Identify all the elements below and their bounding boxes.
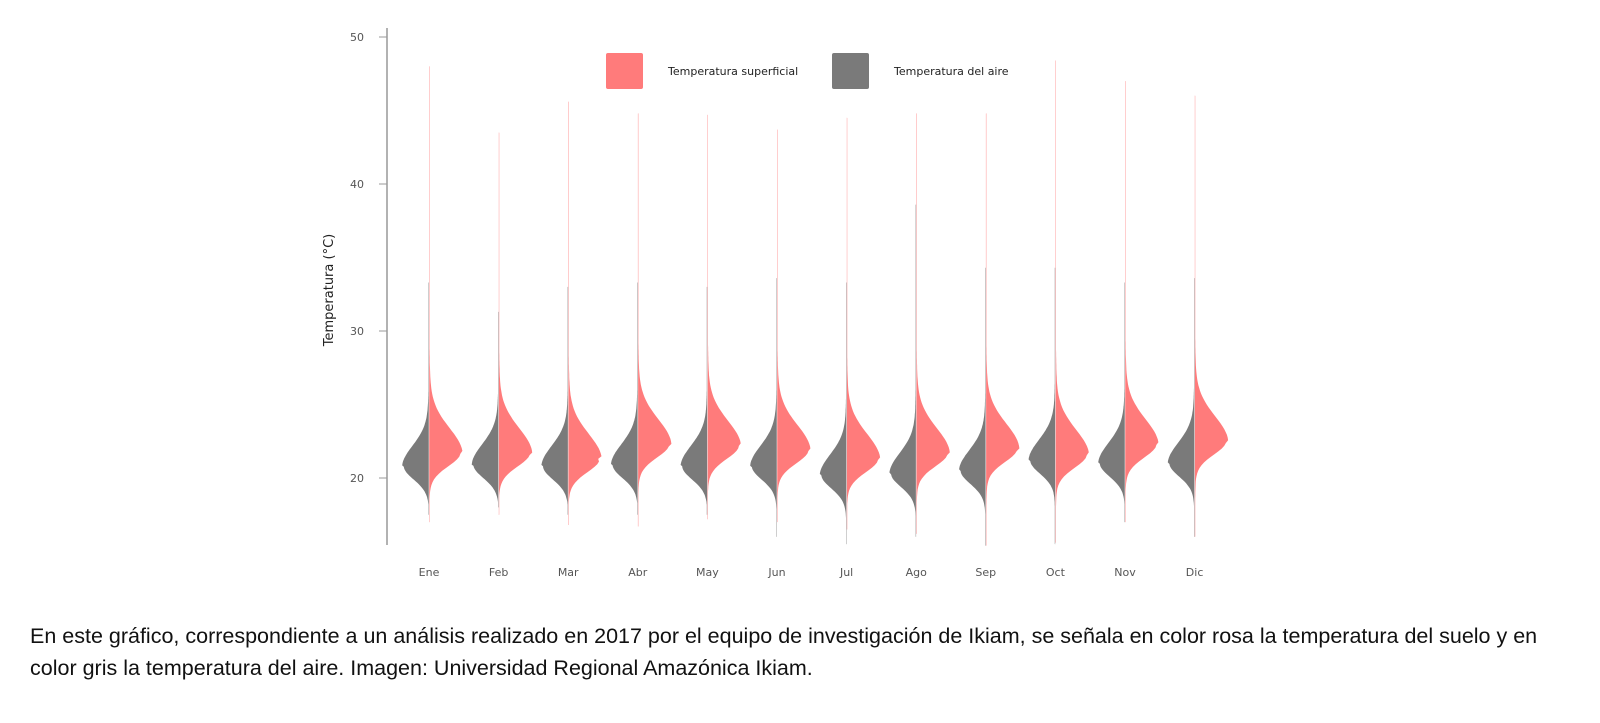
x-tick-label: Oct: [1046, 566, 1066, 579]
violin-air-nov: [1098, 282, 1125, 523]
y-tick-label: 20: [350, 472, 364, 485]
x-tick-label: Dic: [1186, 566, 1204, 579]
violin-air-ago: [889, 204, 917, 537]
y-axis-label: Temperatura (°C): [322, 234, 337, 347]
x-tick-label: Jun: [767, 566, 785, 579]
y-tick-label: 30: [350, 325, 364, 338]
x-tick-label: Ene: [419, 566, 440, 579]
violin-air-jun: [750, 278, 777, 537]
legend-label: Temperatura del aire: [893, 65, 1009, 78]
violin-surface-abr: [637, 113, 672, 527]
violin-surface-feb: [498, 132, 533, 515]
violin-surface-jul: [846, 117, 881, 530]
violin-surface-nov: [1125, 81, 1159, 523]
violin-air-abr: [611, 282, 638, 515]
violin-air-sep: [959, 267, 986, 546]
y-tick-label: 50: [350, 31, 364, 44]
violin-air-ene: [402, 282, 429, 515]
violin-air-oct: [1028, 267, 1056, 545]
x-tick-label: Nov: [1114, 566, 1136, 579]
violin-air-jul: [819, 282, 847, 545]
violin-air-may: [680, 286, 708, 515]
violin-surface-may: [707, 114, 741, 520]
violin-surface-ago: [916, 113, 950, 534]
violin-air-mar: [541, 286, 569, 515]
violin-chart: 20 30 40 50 Temperatura (°C) Ene Feb Mar Abr Ma…: [322, 28, 1229, 579]
x-tick-label: Ago: [906, 566, 928, 579]
y-tick-label: 40: [350, 178, 364, 191]
x-tick-label: May: [696, 566, 719, 579]
violin-surface-jun: [777, 129, 811, 523]
violin-air-dic: [1167, 278, 1195, 537]
violin-air-feb: [471, 311, 499, 508]
x-tick-label: Feb: [489, 566, 508, 579]
violin-surface-oct: [1055, 60, 1089, 543]
violin-surface-sep: [985, 113, 1020, 546]
violin-surface-mar: [568, 101, 602, 526]
legend-label: Temperatura superficial: [667, 65, 798, 78]
violin-surface-dic: [1194, 95, 1229, 537]
x-tick-label: Abr: [628, 566, 648, 579]
legend-swatch: [606, 53, 643, 89]
x-tick-label: Sep: [975, 566, 996, 579]
legend-swatch: [832, 53, 869, 89]
figure-caption: En este gráfico, correspondiente a un an…: [30, 624, 1538, 680]
x-tick-label: Jul: [839, 566, 853, 579]
x-tick-label: Mar: [558, 566, 579, 579]
violin-surface-ene: [429, 66, 463, 523]
